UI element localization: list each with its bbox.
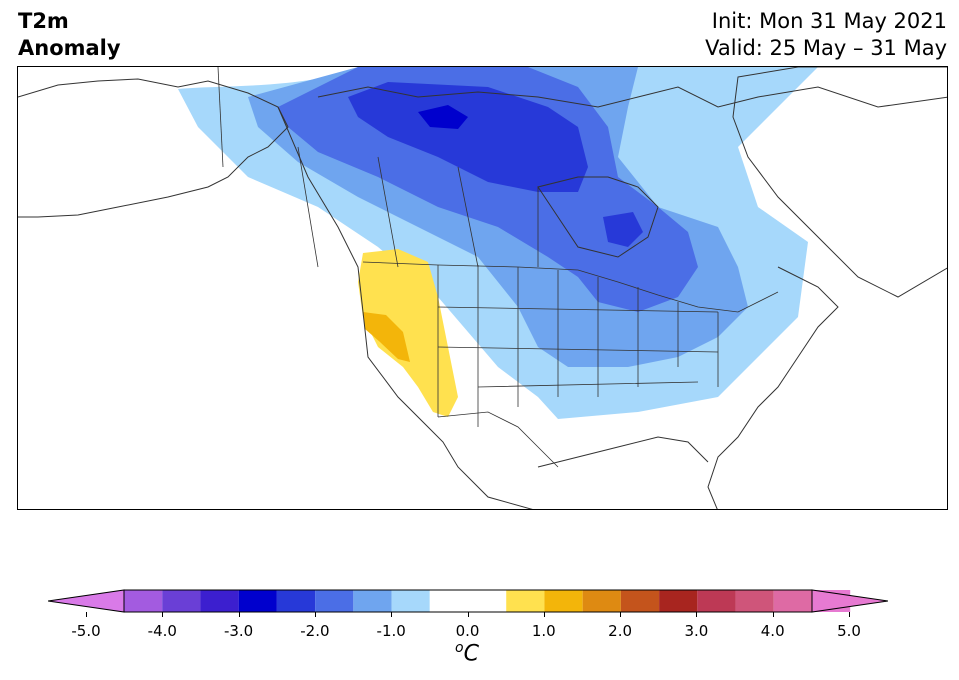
colorbar-unit: oC [455, 640, 479, 666]
greenland [732, 67, 947, 298]
colorbar-cell [659, 590, 698, 612]
colorbar-cell [582, 590, 621, 612]
gulf-coast [537, 436, 709, 468]
title-type: Anomaly [18, 36, 121, 60]
colorbar-tick-label: 0.0 [455, 622, 480, 640]
colorbar-cell [315, 590, 354, 612]
colorbar-cell [544, 590, 583, 612]
colorbar-tick-label: -4.0 [147, 622, 177, 640]
colorbar-tick-label: -5.0 [71, 622, 101, 640]
unit-celsius: C [463, 641, 479, 667]
colorbar-tick-mark [543, 612, 545, 617]
political-borders [217, 67, 779, 468]
colorbar-tick-mark [696, 612, 698, 617]
colorbar-tick-mark [467, 612, 469, 617]
colorbar [48, 589, 888, 613]
anomaly-region-minus-2-5-b [603, 212, 643, 247]
colorbar-tick-label: 1.0 [531, 622, 556, 640]
colorbar-cell [773, 590, 812, 612]
colorbar-tick-mark [620, 612, 622, 617]
colorbar-ticks: -5.0 -4.0 -3.0 -2.0 -1.0 0.0 1.0 2.0 3.0 4.0 5.0 [0, 614, 959, 640]
colorbar-cell [429, 590, 507, 612]
colorbar-tick-mark [162, 612, 164, 617]
colorbar-cell [506, 590, 545, 612]
state-lines-2 [437, 306, 719, 388]
chart-title: T2m Anomaly [18, 8, 121, 62]
anomaly-region-plus-1 [358, 249, 458, 417]
hudson-bay [537, 176, 659, 258]
colorbar-tick-label: 3.0 [684, 622, 709, 640]
init-date: Init: Mon 31 May 2021 [711, 9, 947, 33]
colorbar-cell [200, 590, 239, 612]
colorbar-tick-label: -3.0 [223, 622, 254, 640]
colorbar-cell [353, 590, 392, 612]
pacific-coast [277, 106, 533, 509]
colorbar-cell [238, 590, 277, 612]
colorbar-cell [697, 590, 736, 612]
alaska-coast [18, 78, 289, 218]
atlantic-coast [707, 266, 839, 509]
colorbar-tick-label: -2.0 [300, 622, 330, 640]
colorbar-cell [124, 590, 163, 612]
state-lines-1 [437, 265, 719, 427]
alaska-border [217, 67, 224, 168]
colorbar-extend-low [48, 589, 125, 613]
us-mexico-border [437, 411, 559, 468]
us-canada-border [362, 261, 779, 313]
anomaly-region-minus-2-5 [348, 82, 588, 192]
map-canvas [18, 67, 947, 509]
unit-degree: o [455, 640, 464, 656]
colorbar-tick-mark [849, 612, 850, 617]
colorbar-tick-label: -1.0 [376, 622, 406, 640]
colorbar-tick-label: 4.0 [760, 622, 785, 640]
colorbar-cell [162, 590, 201, 612]
valid-range: Valid: 25 May – 31 May [705, 36, 947, 60]
title-variable: T2m [18, 9, 69, 33]
anomaly-region-minus-3 [418, 105, 468, 129]
colorbar-tick-mark [391, 612, 393, 617]
colorbar-tick-label: 5.0 [837, 622, 861, 640]
date-info: Init: Mon 31 May 2021 Valid: 25 May – 31… [705, 8, 947, 62]
province-lines [297, 146, 539, 268]
colorbar-tick-mark [772, 612, 774, 617]
anomaly-map [17, 66, 948, 510]
colorbar-tick-mark [86, 612, 87, 617]
colorbar-cell [276, 590, 316, 612]
arctic-coast [317, 86, 947, 108]
colorbar-tick-mark [238, 612, 240, 617]
colorbar-cell [735, 590, 774, 612]
anomaly-region-plus-1-5 [363, 312, 410, 362]
colorbar-tick-mark [314, 612, 316, 617]
colorbar-tick-label: 2.0 [608, 622, 633, 640]
colorbar-cell [391, 590, 430, 612]
coastlines [18, 67, 947, 509]
colorbar-cell [620, 590, 660, 612]
colorbar-cells [124, 590, 851, 612]
